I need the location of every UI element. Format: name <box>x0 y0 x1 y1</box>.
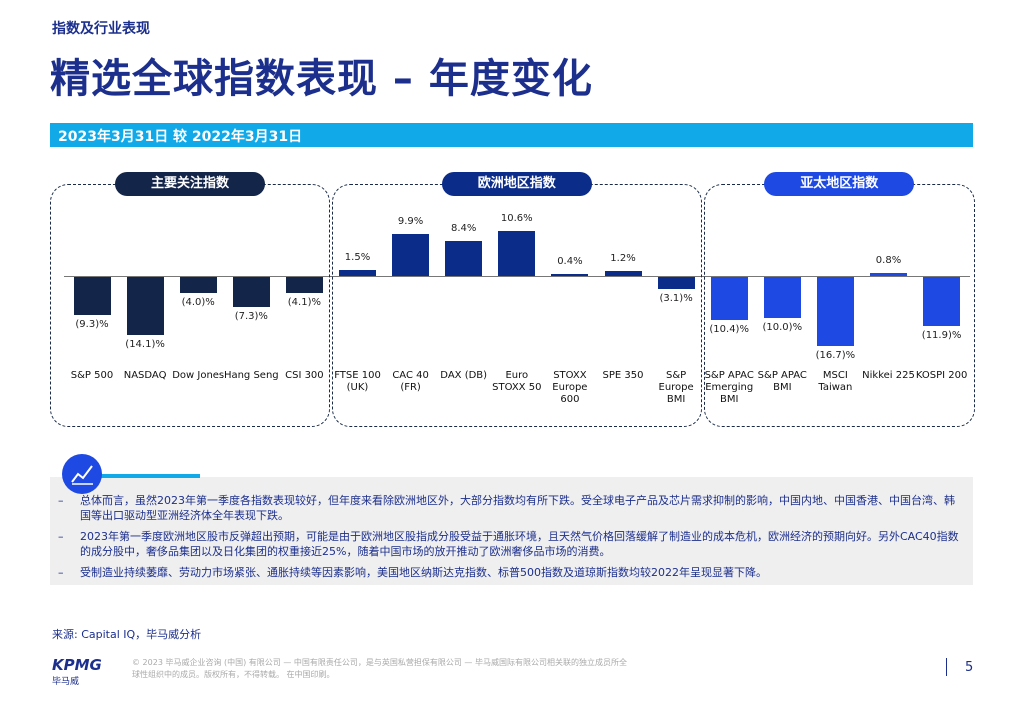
bar <box>339 269 376 276</box>
logo: KPMG <box>52 656 102 674</box>
value-label: 8.4% <box>450 222 477 234</box>
bar <box>923 276 961 326</box>
divider <box>946 658 947 676</box>
value-label: (4.1)% <box>287 297 321 309</box>
bar <box>870 272 907 276</box>
category-label: S&P 500 <box>70 370 114 381</box>
bar <box>710 276 748 320</box>
category-label: Nikkei 225 <box>862 370 915 381</box>
bar <box>763 276 801 318</box>
category-label: S&P APAC BMI <box>757 370 807 393</box>
notes-box: 总体而言，虽然2023年第一季度各指数表现较好，但年度来看除欧洲地区外，大部分指… <box>50 477 973 585</box>
value-label: (4.0)% <box>181 296 215 308</box>
value-label: (14.1)% <box>125 339 165 351</box>
value-label: (16.7)% <box>815 350 856 362</box>
value-label: (11.9)% <box>921 329 962 341</box>
value-label: 9.9% <box>397 216 424 228</box>
section-label: 指数及行业表现 <box>52 21 150 37</box>
note-icon <box>62 454 200 494</box>
note: 2023年第一季度欧洲地区股市反弹超出预期，可能是由于欧洲地区股指成分股受益于通… <box>58 529 960 559</box>
logo-sub: 毕马威 <box>52 677 80 687</box>
category-label: CAC 40 (FR) <box>392 370 429 393</box>
zero-line <box>64 276 970 277</box>
value-label: 10.6% <box>500 213 533 225</box>
category-label: DAX (DB) <box>440 370 488 381</box>
date-band: 2023年3月31日 较 2022年3月31日 <box>50 123 973 147</box>
page-number: 5 <box>965 660 974 675</box>
category-label: MSCI Taiwan <box>818 370 853 393</box>
category-label: Euro STOXX 50 <box>492 370 542 393</box>
value-label: 0.4% <box>557 256 583 268</box>
source: 来源: Capital IQ，毕马威分析 <box>52 628 202 641</box>
group-label: 亚太地区指数 <box>764 172 915 196</box>
bar <box>73 276 111 316</box>
slide-title: 精选全球指数表现 – 年度变化 <box>50 56 593 102</box>
group-box <box>50 184 330 427</box>
bar <box>551 274 589 276</box>
bar <box>657 276 695 290</box>
category-label: Hang Seng <box>223 370 279 381</box>
note: 总体而言，虽然2023年第一季度各指数表现较好，但年度来看除欧洲地区外，大部分指… <box>58 493 960 523</box>
copyright: © 2023 毕马威企业咨询 (中国) 有限公司 — 中国有限责任公司，是与英国… <box>132 658 627 679</box>
category-label: STOXX Europe 600 <box>552 370 588 405</box>
group-label: 主要关注指数 <box>114 172 265 196</box>
category-label: FTSE 100 (UK) <box>334 370 381 393</box>
bar <box>179 276 217 293</box>
value-label: (10.4)% <box>709 323 749 335</box>
group-label: 欧洲地区指数 <box>441 172 592 196</box>
bar <box>285 276 323 294</box>
bar <box>498 231 536 276</box>
value-label: 0.8% <box>875 254 902 266</box>
category-label: S&P APAC Emerging BMI <box>704 370 754 405</box>
value-label: (3.1)% <box>659 293 693 305</box>
note: 受制造业持续萎靡、劳动力市场紧张、通胀持续等因素影响，美国地区纳斯达克指数、标普… <box>58 565 960 580</box>
category-label: Dow Jones <box>172 370 225 381</box>
bar <box>604 270 642 276</box>
chart: (9.3)% S&P 500 (14.1)% NASDAQ (4.0)% Dow Jone… <box>50 172 975 427</box>
category-label: NASDAQ <box>123 370 167 381</box>
value-label: (7.3)% <box>234 310 268 322</box>
category-label: CSI 300 <box>285 370 324 381</box>
bar <box>816 276 854 347</box>
value-label: 1.2% <box>610 252 636 264</box>
value-label: (9.3)% <box>75 319 109 331</box>
value-label: 1.5% <box>344 251 371 263</box>
category-label: S&P Europe BMI <box>658 370 694 405</box>
bar <box>445 240 483 276</box>
category-label: KOSPI 200 <box>915 370 968 381</box>
bar <box>232 276 270 307</box>
category-label: SPE 350 <box>602 370 644 381</box>
date-range: 2023年3月31日 较 2022年3月31日 <box>58 129 303 145</box>
bar <box>126 276 164 336</box>
value-label: (10.0)% <box>762 322 803 333</box>
group-box <box>703 184 975 427</box>
bar <box>392 234 430 276</box>
group-box <box>331 184 702 427</box>
